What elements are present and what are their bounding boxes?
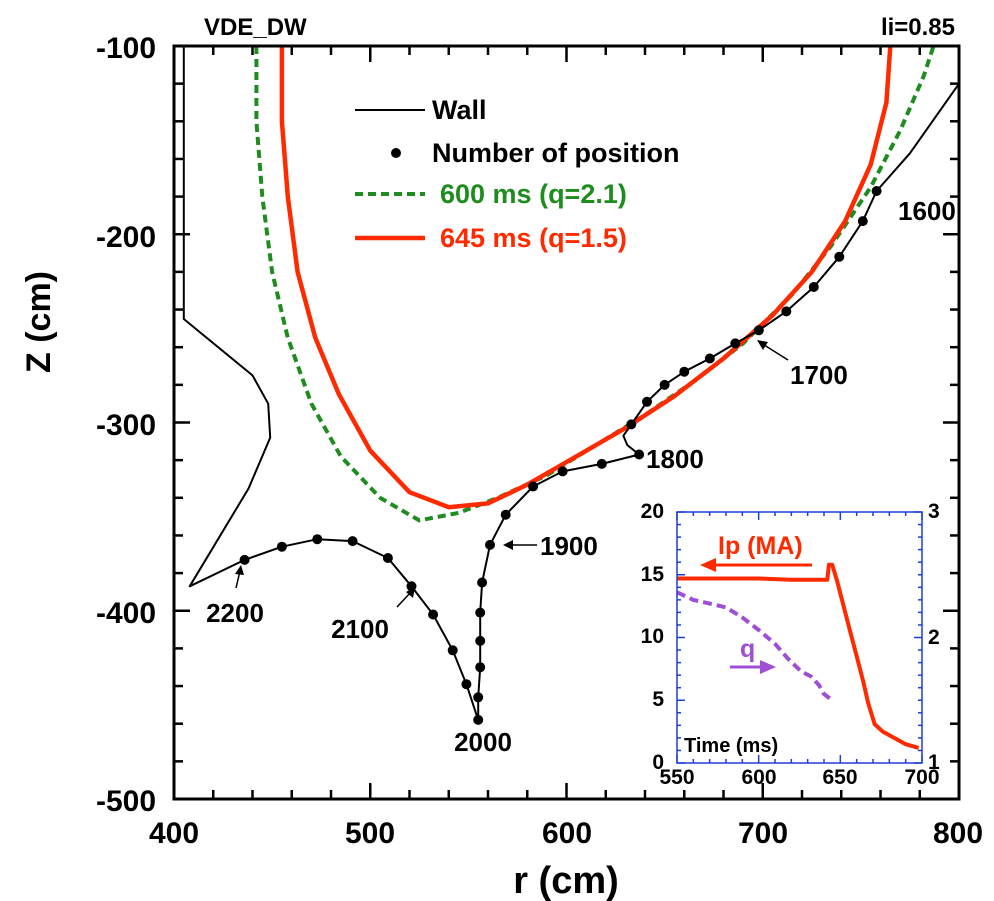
inset-ytick-left: 10: [641, 625, 664, 648]
position-point: [753, 325, 764, 336]
inset-ytick-left: 0: [652, 751, 664, 774]
position-point: [626, 419, 637, 430]
annotation-1700: 1700: [790, 360, 848, 390]
position-point: [659, 379, 670, 390]
inset-xtick: 650: [822, 766, 857, 789]
position-point: [485, 539, 495, 550]
inset-ip-label: Ip (MA): [718, 532, 803, 560]
inset-xtick: 550: [659, 766, 694, 789]
position-point: [642, 396, 652, 407]
annotation-1800: 1800: [646, 444, 704, 474]
inset-xtick: 700: [904, 766, 939, 789]
inset-ip-arrowhead: [700, 558, 716, 572]
annotation-1900-arrowhead: [503, 540, 513, 550]
inset-q-line: [676, 590, 834, 702]
main-ytick-label: -100: [96, 32, 156, 65]
position-point: [382, 553, 393, 563]
position-point: [634, 449, 645, 460]
position-point: [730, 338, 741, 349]
annotation-1600: 1600: [898, 196, 956, 226]
series-600ms-line: [254, 45, 936, 523]
inset-ytick-right: 2: [928, 626, 940, 649]
inset-q-arrowhead: [760, 660, 776, 674]
position-point: [477, 577, 488, 588]
position-point: [428, 609, 439, 620]
position-point: [276, 541, 287, 552]
inset-ytick-left: 20: [641, 500, 664, 523]
position-point: [461, 679, 472, 690]
annotation-2100: 2100: [331, 614, 389, 644]
main-ticks-group: [172, 44, 961, 801]
main-ytick-label: -300: [96, 409, 156, 442]
inset-ytick-right: 1: [928, 751, 940, 774]
inset-ticks-group: [676, 511, 923, 764]
main-y-axis-label: Z (cm): [20, 271, 58, 373]
position-point: [312, 534, 323, 545]
position-point: [475, 635, 486, 646]
position-point: [475, 607, 486, 618]
legend-position-swatch: [391, 148, 401, 158]
inset-ytick-left: 15: [641, 563, 665, 586]
position-point: [781, 306, 792, 317]
position-point: [679, 366, 690, 377]
main-title-left: VDE_DW: [204, 14, 307, 41]
position-point: [857, 216, 868, 227]
inset-ip-line: [677, 562, 920, 750]
inset-background: [677, 512, 922, 763]
position-point: [871, 186, 882, 196]
inset-x-axis-label: Time (ms): [684, 735, 778, 757]
position-point: [704, 353, 715, 364]
legend-645-label: 645 ms (q=1.5): [440, 223, 627, 253]
annotation-2100-arrowhead: [406, 587, 415, 598]
main-xtick-label: 800: [933, 817, 983, 850]
main-xtick-label: 500: [345, 817, 395, 850]
main-xtick-label: 600: [542, 817, 592, 850]
legend-wall-label: Wall: [432, 95, 487, 125]
position-point: [473, 714, 484, 725]
inset-q-label: q: [740, 635, 755, 663]
legend-position-label: Number of position: [432, 138, 679, 168]
main-legend: Wall Number of position 600 ms (q=2.1) 6…: [355, 95, 679, 253]
position-point: [596, 458, 607, 469]
position-point: [473, 692, 484, 703]
main-ytick-label: -500: [96, 785, 156, 818]
position-point: [239, 554, 250, 565]
main-ytick-label: -400: [96, 597, 156, 630]
position-point: [500, 509, 511, 520]
legend-600-label: 600 ms (q=2.1): [440, 179, 627, 209]
annotation-2100-arrow: [396, 591, 412, 608]
main-title-right: li=0.85: [881, 14, 955, 41]
position-point: [447, 645, 458, 656]
inset-series-group: [676, 562, 920, 750]
main-xtick-label: 400: [149, 817, 199, 850]
position-point: [475, 662, 486, 673]
main-ytick-label: -200: [96, 221, 156, 254]
main-xtick-label: 700: [738, 817, 788, 850]
position-point: [528, 481, 539, 492]
main-plot: VDE_DW li=0.85 400 500 600 700 800 -100 …: [20, 14, 983, 901]
inset-ytick-right: 3: [928, 500, 940, 523]
inset-ytick-left: 5: [652, 688, 664, 711]
annotation-1900: 1900: [540, 531, 598, 561]
annotation-2000: 2000: [454, 727, 512, 757]
main-x-axis-label: r (cm): [513, 860, 619, 901]
series-645ms-line: [279, 45, 893, 510]
annotation-1700-arrowhead: [757, 340, 768, 350]
main-series-group: [182, 45, 960, 725]
inset-plot: 0 5 10 15 20 1 2 3 550 600 650 700 Time …: [641, 500, 940, 789]
annotation-2200-arrowhead: [235, 565, 244, 575]
position-point: [557, 466, 568, 477]
position-point: [808, 282, 819, 292]
position-point: [834, 251, 845, 262]
inset-xtick: 600: [741, 766, 776, 789]
position-point: [347, 536, 358, 547]
annotation-2200: 2200: [206, 598, 264, 628]
